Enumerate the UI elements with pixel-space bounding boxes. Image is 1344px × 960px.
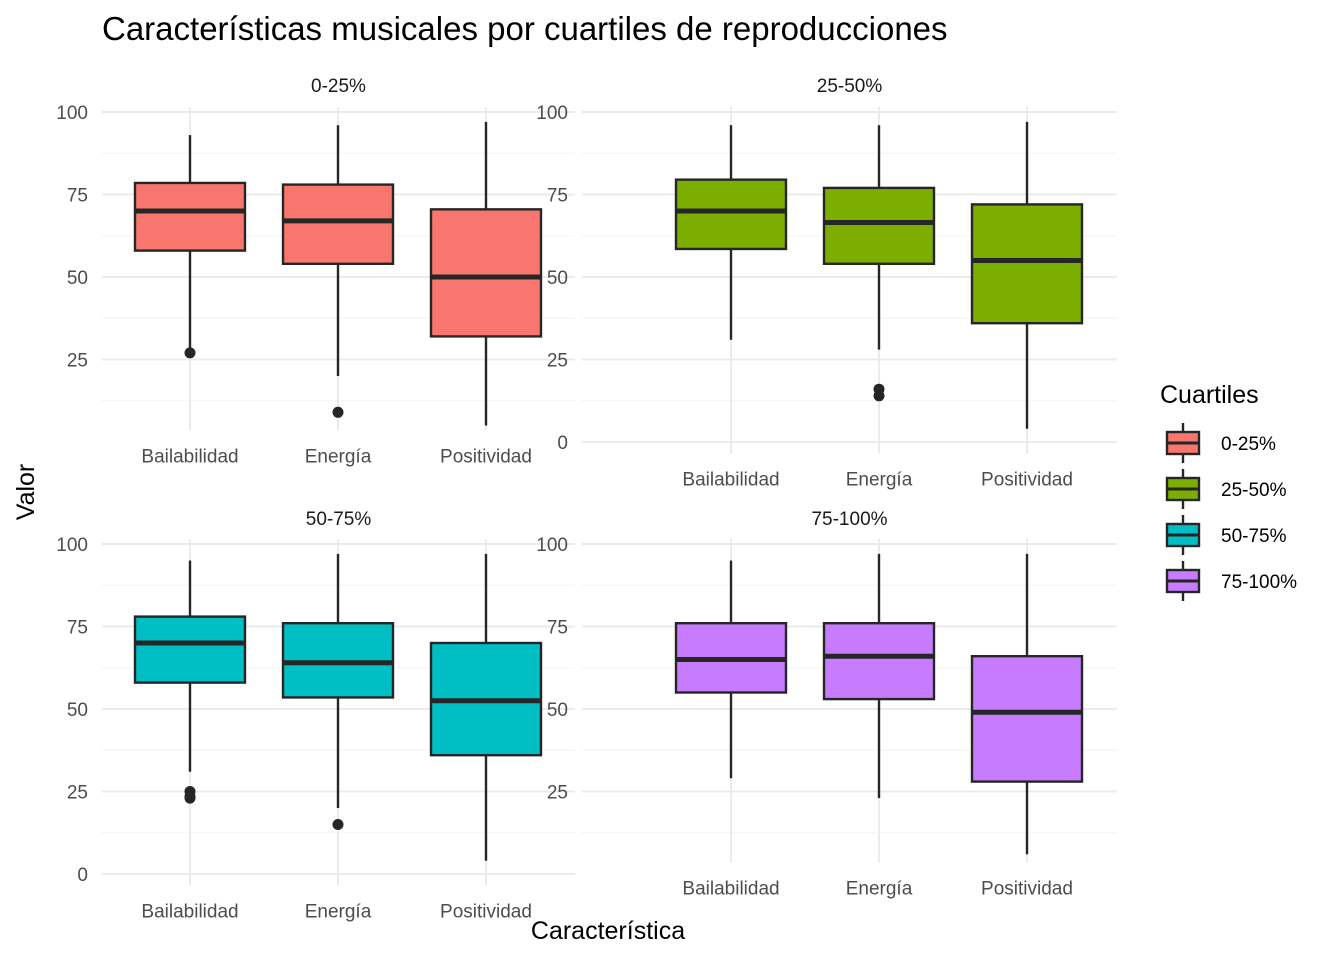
outlier-point (184, 347, 196, 359)
box-positividad (970, 121, 1084, 429)
box-bailabilidad (133, 560, 247, 804)
legend-label: 25-50% (1221, 480, 1287, 501)
outlier-point (332, 819, 344, 830)
x-axis-title: Característica (531, 917, 685, 945)
box-bailabilidad (133, 135, 247, 359)
y-tick-label: 50 (547, 268, 568, 289)
y-tick-label: 50 (67, 268, 88, 289)
box-positividad (429, 553, 543, 861)
box-iqr (281, 183, 395, 266)
box-iqr (970, 203, 1084, 325)
x-tick-label: Positividad (440, 902, 532, 923)
y-tick-label: 100 (56, 103, 88, 124)
x-tick-label: Bailabilidad (682, 470, 779, 491)
y-tick-label: 75 (67, 618, 88, 639)
outlier-point (184, 792, 196, 804)
y-tick-label: 0 (77, 865, 88, 886)
box-bailabilidad (674, 125, 788, 340)
x-tick-label: Bailabilidad (682, 878, 779, 899)
y-tick-label: 75 (547, 618, 568, 639)
legend-item-75-100: 75-100% (1165, 561, 1297, 601)
legend: Cuartiles 0-25% 25-50% 50-75% 75-100% (1160, 381, 1297, 601)
facet-panel-50-75: 50-75% 0 25 50 75 100 Bailabilidad Energía Posit… (56, 509, 575, 923)
y-tick-label: 75 (67, 186, 88, 207)
facet-label: 25-50% (817, 76, 883, 97)
legend-items: 0-25% 25-50% 50-75% 75-100% (1165, 423, 1297, 601)
y-tick-label: 25 (547, 351, 568, 372)
box-energia (281, 553, 395, 830)
box-iqr (822, 186, 936, 265)
box-energia (281, 125, 395, 418)
box-positividad (970, 553, 1084, 855)
x-tick-label: Bailabilidad (141, 902, 238, 923)
box-iqr (970, 655, 1084, 783)
legend-item-0-25: 0-25% (1165, 423, 1276, 463)
outlier-point (873, 390, 885, 402)
x-tick-label: Energía (846, 878, 913, 899)
facet-label: 0-25% (311, 76, 366, 97)
y-tick-label: 100 (536, 535, 568, 556)
y-axis-title: Valor (12, 464, 40, 521)
y-tick-label: 50 (67, 700, 88, 721)
x-tick-label: Energía (846, 470, 913, 491)
legend-item-25-50: 25-50% (1165, 469, 1287, 509)
box-positividad (429, 121, 543, 426)
chart-title: Características musicales por cuartiles … (102, 10, 948, 47)
box-energia (822, 125, 936, 402)
y-tick-label: 75 (547, 186, 568, 207)
box-iqr (429, 208, 543, 338)
legend-item-50-75: 50-75% (1165, 515, 1287, 555)
facet-label: 75-100% (811, 509, 887, 530)
y-tick-label: 100 (56, 535, 88, 556)
y-tick-label: 25 (67, 351, 88, 372)
legend-label: 50-75% (1221, 526, 1287, 547)
legend-label: 75-100% (1221, 572, 1297, 593)
x-tick-label: Positividad (981, 470, 1073, 491)
y-tick-label: 100 (536, 103, 568, 124)
box-iqr (133, 615, 247, 684)
y-tick-label: 50 (547, 700, 568, 721)
legend-title: Cuartiles (1160, 381, 1259, 409)
box-bailabilidad (674, 560, 788, 779)
box-energia (822, 553, 936, 799)
outlier-point (332, 406, 344, 418)
facet-panel-0-25: 0-25% 25 50 75 100 Bailabilidad Energía Positiv… (56, 76, 575, 467)
y-tick-label: 25 (67, 783, 88, 804)
facet-panel-25-50: 25-50% 0 25 50 75 100 Bailabilidad Energía Posit… (536, 76, 1117, 491)
x-tick-label: Bailabilidad (141, 446, 238, 467)
x-tick-label: Positividad (981, 878, 1073, 899)
x-tick-label: Energía (305, 446, 372, 467)
facet-panel-75-100: 75-100% 25 50 75 100 Bailabilidad Energía Posit… (536, 509, 1117, 899)
y-tick-label: 25 (547, 783, 568, 804)
facet-panels: 0-25% 25 50 75 100 Bailabilidad Energía Positiv… (56, 76, 1117, 923)
x-tick-label: Positividad (440, 446, 532, 467)
facet-label: 50-75% (306, 509, 372, 530)
box-iqr (133, 181, 247, 252)
x-tick-label: Energía (305, 902, 372, 923)
box-iqr (822, 622, 936, 701)
box-iqr (674, 178, 788, 251)
legend-label: 0-25% (1221, 434, 1276, 455)
y-tick-label: 0 (557, 433, 568, 454)
